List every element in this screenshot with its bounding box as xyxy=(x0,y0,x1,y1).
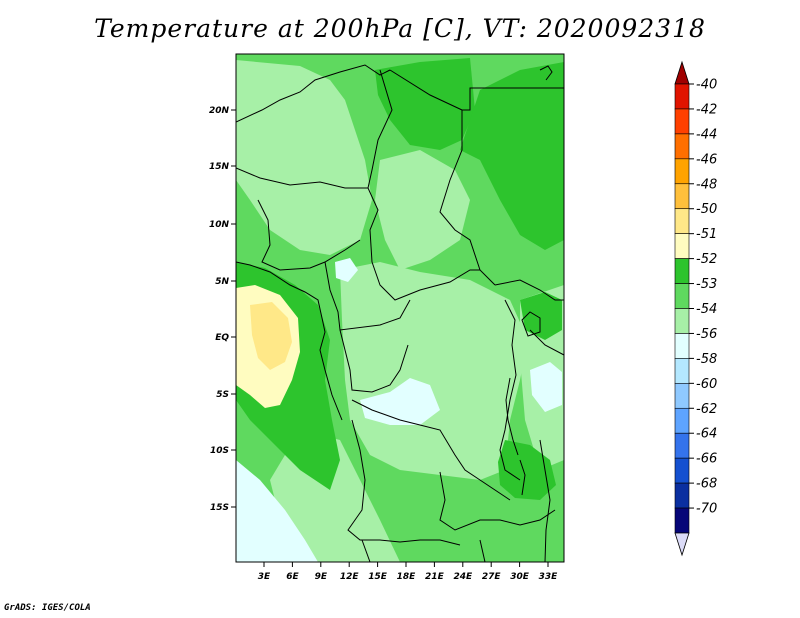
legend-label: -40 xyxy=(696,78,717,93)
border-north-1 xyxy=(236,64,391,123)
field-region-54-central xyxy=(340,262,528,480)
field-region-56-southwest xyxy=(236,460,318,562)
field-region-56-sahel xyxy=(335,258,358,282)
legend-swatch xyxy=(674,83,690,110)
legend-swatch xyxy=(674,457,690,484)
lon-tick-label: 6E xyxy=(286,572,299,582)
legend-label: -70 xyxy=(696,502,717,517)
lon-tick-label: 3E xyxy=(258,572,271,582)
legend-swatch xyxy=(674,507,690,534)
field-region-54-north xyxy=(236,60,372,255)
border-gabon-congo xyxy=(339,329,409,393)
legend-swatch xyxy=(674,233,690,259)
border-libya-sudan xyxy=(367,69,393,189)
lake-tanganyika xyxy=(505,377,519,456)
legend-swatch xyxy=(674,358,690,384)
legend-label: -58 xyxy=(696,352,717,367)
lon-tick-label: 18E xyxy=(397,572,417,582)
border-zambia xyxy=(439,471,556,531)
lake-victoria xyxy=(521,311,541,337)
legend-label: -46 xyxy=(696,152,717,167)
field-region-52-north xyxy=(375,58,475,150)
border-botswana xyxy=(479,539,486,562)
legend-label: -53 xyxy=(696,277,717,292)
legend-label: -42 xyxy=(696,102,717,117)
border-mozambique xyxy=(539,439,551,562)
border-chad-sudan xyxy=(462,87,564,111)
legend-label: -48 xyxy=(696,177,717,192)
lon-tick-label: 9E xyxy=(315,572,328,582)
border-namibia xyxy=(361,539,371,562)
border-drc-south xyxy=(351,399,511,501)
legend-label: -56 xyxy=(696,327,717,342)
legend-swatch xyxy=(674,158,690,185)
border-east-africa xyxy=(499,299,521,481)
field-region-52-northeast xyxy=(460,62,564,250)
lat-tick-label: 15N xyxy=(209,162,230,172)
lon-tick-label: 24E xyxy=(453,572,473,582)
legend-label: -62 xyxy=(696,402,717,417)
border-kenya-tanzania xyxy=(529,329,564,356)
legend-label: -44 xyxy=(696,127,717,142)
legend-swatch xyxy=(674,108,690,135)
legend-label: -52 xyxy=(696,252,717,267)
field-region-50-guinea xyxy=(250,302,292,370)
legend-swatch xyxy=(674,383,690,409)
legend-label: -64 xyxy=(696,427,717,442)
lat-tick-label: EQ xyxy=(215,333,229,343)
legend-swatch xyxy=(674,432,690,459)
field-region-52-lake-victoria xyxy=(520,292,562,340)
legend-label: -60 xyxy=(696,377,717,392)
grads-credit: GrADS: IGES/COLA xyxy=(4,603,91,613)
red-sea-coast xyxy=(539,65,553,81)
legend-swatch xyxy=(674,407,690,434)
legend-swatch xyxy=(674,333,690,359)
border-ethiopia xyxy=(494,279,564,301)
map-field xyxy=(236,54,564,562)
lon-tick-label: 21E xyxy=(425,572,445,582)
border-car xyxy=(371,261,480,301)
border-egypt-libya xyxy=(389,69,496,286)
legend-swatch xyxy=(674,283,690,309)
legend-label: -68 xyxy=(696,477,717,492)
lat-tick-label: 5S xyxy=(216,390,229,400)
lon-tick-label: 33E xyxy=(539,572,559,582)
lon-tick-label: 15E xyxy=(368,572,388,582)
lon-tick-label: 30E xyxy=(510,572,530,582)
legend-swatch xyxy=(674,308,690,334)
legend-swatch-top xyxy=(674,60,690,85)
legend-swatch xyxy=(674,133,690,160)
field-region-52-southeast xyxy=(498,440,556,500)
legend-swatch-bottom xyxy=(674,532,690,557)
legend-label: -50 xyxy=(696,202,717,217)
legend-label: -66 xyxy=(696,452,717,467)
map-frame xyxy=(235,53,565,563)
legend-swatch xyxy=(674,482,690,509)
coastline-west xyxy=(236,261,343,421)
legend-label: -51 xyxy=(696,227,717,242)
legend-swatch xyxy=(674,208,690,234)
lat-tick-label: 10N xyxy=(209,220,230,230)
longitude-axis: 3E 6E 9E 12E 15E 18E 21E 24E 27E 30E 33E xyxy=(258,562,558,582)
latitude-axis: 20N 15N 10N 5N EQ 5S 10S 15S xyxy=(209,106,236,513)
field-region-56-east xyxy=(530,362,562,412)
border-nigeria xyxy=(257,199,361,271)
map-title: Temperature at 200hPa [C], VT: 202009231… xyxy=(94,14,706,43)
country-boundaries xyxy=(236,64,564,562)
lat-tick-label: 5N xyxy=(215,277,229,287)
lon-tick-label: 27E xyxy=(482,572,502,582)
border-niger-chad xyxy=(236,167,379,263)
legend-label: -54 xyxy=(696,302,717,317)
lat-tick-label: 15S xyxy=(210,503,229,513)
color-legend: -40 -42 -44 -46 -48 -50 -51 -52 -53 -54 -56 -58 -60 -… xyxy=(674,60,717,557)
legend-swatch xyxy=(674,183,690,210)
lake-malawi xyxy=(519,459,526,496)
lat-tick-label: 10S xyxy=(210,446,229,456)
border-angola xyxy=(347,419,461,546)
lon-tick-label: 12E xyxy=(340,572,360,582)
field-region-54-sahel xyxy=(375,150,470,270)
lat-tick-label: 20N xyxy=(209,106,230,116)
legend-swatch xyxy=(674,258,690,284)
